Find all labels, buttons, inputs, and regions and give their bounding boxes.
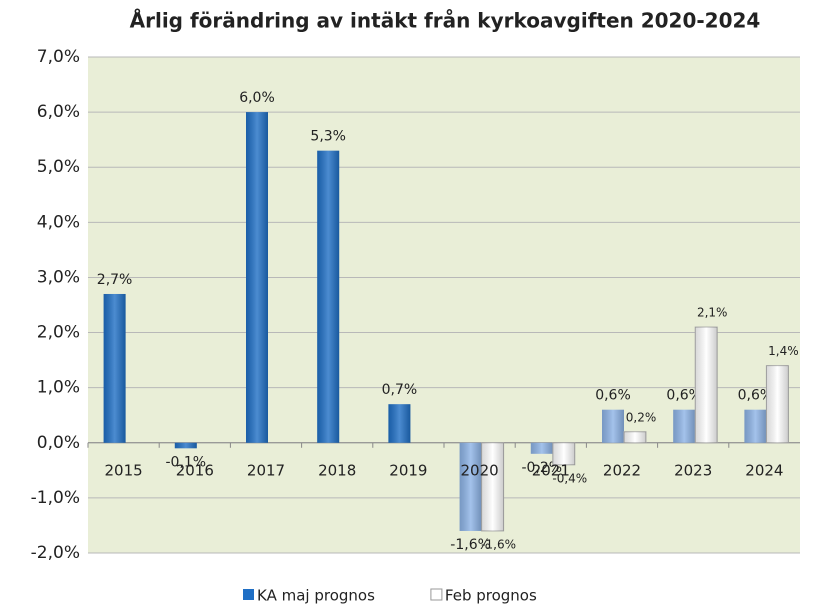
bar-shade	[673, 409, 696, 443]
bar-shade	[174, 442, 197, 449]
bar-shade	[624, 431, 646, 443]
bar-shade	[459, 442, 482, 531]
bar-shade	[695, 327, 718, 443]
x-tick-label: 2018	[318, 461, 356, 479]
bar-shade	[317, 150, 340, 443]
y-tick-label: 0,0%	[37, 433, 80, 453]
x-tick-label: 2024	[745, 461, 783, 479]
bar-shade	[388, 404, 411, 443]
data-label: -1,6%	[481, 537, 516, 551]
data-label: 0,7%	[382, 382, 418, 398]
x-tick-label: 2023	[674, 461, 712, 479]
legend-label: Feb prognos	[445, 587, 537, 605]
legend-swatch	[243, 589, 254, 600]
data-label: 0,6%	[738, 388, 774, 404]
data-label: -0,2%	[521, 460, 562, 476]
y-tick-label: 2,0%	[37, 323, 80, 343]
data-label: -1,6%	[450, 537, 491, 553]
bar-shade	[530, 442, 553, 454]
y-tick-label: 5,0%	[37, 157, 80, 177]
bar-shade	[246, 112, 268, 443]
y-tick-label: 4,0%	[37, 212, 80, 232]
data-label: 1,4%	[768, 344, 799, 358]
data-label: -0,4%	[552, 471, 587, 485]
y-tick-label: 1,0%	[37, 378, 80, 398]
data-label: 2,7%	[97, 272, 133, 288]
bar-shade	[602, 409, 624, 443]
plot-area	[88, 57, 800, 553]
x-tick-label: 2017	[247, 461, 285, 479]
data-label: 6,0%	[239, 90, 275, 106]
y-tick-label: -2,0%	[31, 543, 80, 563]
legend-swatch	[430, 588, 443, 601]
bar-shade	[766, 365, 789, 443]
x-tick-label: 2015	[105, 461, 143, 479]
data-label: 0,6%	[666, 388, 702, 404]
legend-label: KA maj prognos	[257, 587, 375, 605]
data-label: 2,1%	[697, 306, 728, 320]
y-tick-label: -1,0%	[31, 488, 80, 508]
data-label: 5,3%	[310, 129, 346, 145]
bar-shade	[744, 409, 767, 443]
data-label: -0,1%	[165, 454, 206, 470]
x-tick-label: 2016	[176, 461, 214, 479]
x-tick-label: 2020	[461, 461, 499, 479]
y-tick-label: 3,0%	[37, 267, 80, 287]
data-label: 0,2%	[626, 410, 657, 424]
y-tick-label: 6,0%	[37, 102, 80, 122]
y-tick-label: 7,0%	[37, 47, 80, 67]
bar-shade	[481, 442, 504, 531]
x-tick-label: 2021	[532, 461, 570, 479]
x-tick-label: 2022	[603, 461, 641, 479]
chart-title: Årlig förändring av intäkt från kyrkoavg…	[130, 9, 761, 33]
bar-shade	[103, 293, 126, 443]
x-tick-label: 2019	[389, 461, 427, 479]
data-label: 0,6%	[595, 388, 631, 404]
bar-shade	[552, 442, 575, 465]
